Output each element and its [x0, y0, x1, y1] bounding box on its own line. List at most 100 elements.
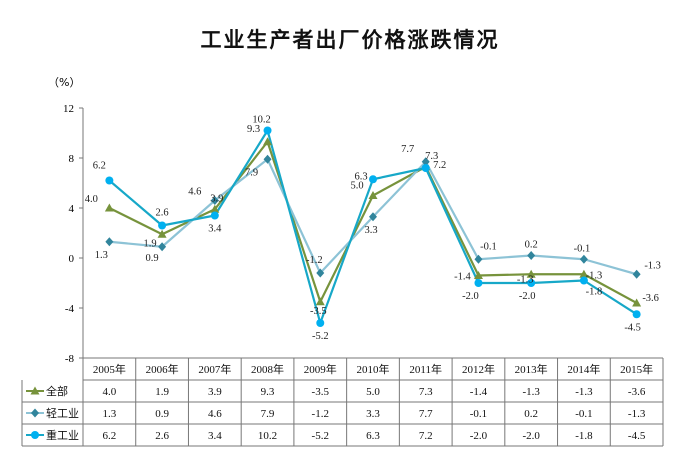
series-2-point [105, 237, 114, 247]
y-tick-label: -4 [65, 303, 75, 315]
legend-label: 轻工业 [46, 406, 79, 420]
y-tick-label: 4 [69, 203, 75, 215]
table-cell: -0.1 [470, 408, 487, 420]
series-2-data-label: -0.1 [574, 243, 591, 254]
y-axis-unit: （%） [48, 76, 80, 89]
series-2-data-label: -1.2 [306, 255, 323, 266]
series-1-data-label: 4.0 [85, 194, 98, 205]
series-2-data-label: 0.9 [146, 253, 159, 264]
legend-key-marker [31, 408, 39, 418]
data-labels: 4.0 1.9 3.9 9.3 -3.5 5.0 7.3 -1.4 -1.3 -1.3 -3.6 1.… [85, 115, 661, 343]
series-2-data-label: -1.3 [644, 260, 661, 271]
series-3-point [527, 279, 536, 287]
series-1-point [210, 204, 220, 213]
series-1-data-label: 3.9 [210, 193, 223, 204]
series-2-data-label: 0.2 [525, 240, 538, 251]
y-axis-ticks: 12 8 4 0 -4 -8 [63, 103, 83, 365]
table-cell: -2.0 [470, 430, 488, 442]
table-cell: -2.0 [522, 430, 540, 442]
series-2-point [263, 154, 272, 164]
x-category-label: 2006年 [146, 362, 179, 376]
table-cell: 0.9 [155, 408, 169, 420]
x-category-label: 2013年 [515, 362, 548, 376]
series-3-point [369, 175, 377, 184]
y-tick-label: 8 [69, 153, 75, 165]
series-1-data-label: 9.3 [247, 124, 260, 135]
y-tick-label: 0 [69, 253, 75, 265]
series-1-data-label: -1.3 [586, 270, 603, 281]
series-3-data-label: -2.0 [462, 291, 479, 302]
table-cell: 0.2 [524, 408, 538, 420]
legend-label: 全部 [46, 384, 68, 398]
table-cell: 7.3 [419, 386, 433, 398]
series-1-data-label: 1.9 [144, 238, 157, 249]
series-3-data-label: 10.2 [252, 115, 270, 126]
table-cell: 10.2 [258, 430, 277, 442]
x-category-label: 2014年 [567, 362, 600, 376]
table-cell: 3.4 [208, 430, 222, 442]
series-2-data-label: -0.1 [480, 241, 497, 252]
series-markers [104, 126, 642, 327]
series-3-point [421, 164, 430, 172]
table-cell: -1.3 [575, 386, 593, 398]
series-2-data-label: 4.6 [188, 187, 201, 198]
series-1-point [368, 191, 378, 199]
table-cell: -1.3 [628, 408, 646, 420]
series-2-point [369, 212, 377, 222]
table-cell: -3.5 [312, 386, 330, 398]
series-3-data-label: -1.8 [586, 287, 603, 298]
table-cell: -0.1 [575, 408, 592, 420]
series-1-data-label: -1.4 [454, 272, 471, 283]
series-3-point [579, 276, 588, 285]
series-2-data-label: 3.3 [364, 225, 377, 236]
series-3-data-label: 7.2 [433, 160, 446, 171]
x-category-label: 2015年 [620, 362, 653, 376]
table-cell: -1.3 [522, 386, 540, 398]
series-1-data-label: 7.3 [425, 151, 438, 162]
table-cell: 6.2 [102, 430, 116, 442]
x-category-label: 2009年 [304, 362, 337, 376]
table-cell: -4.5 [628, 430, 646, 442]
series-2-point [316, 268, 325, 278]
series-1-data-label: -1.3 [517, 274, 534, 285]
series-1-point [104, 203, 114, 212]
legend-key-marker [31, 431, 39, 439]
series-3-point [474, 279, 483, 287]
table-cell: 4.0 [102, 386, 116, 398]
series-2-point [474, 254, 483, 264]
x-category-label: 2007年 [198, 362, 231, 376]
x-category-label: 2008年 [251, 362, 284, 376]
series-3-data-label: -5.2 [312, 331, 329, 342]
table-cell: 7.9 [261, 408, 275, 420]
series-3-data-label: 2.6 [156, 208, 169, 219]
series-2-point [158, 242, 167, 252]
table-cell: 5.0 [366, 386, 380, 398]
table-cell: 1.9 [155, 386, 169, 398]
series-3-point [210, 211, 219, 220]
series-2-data-label: 7.7 [401, 144, 414, 155]
series-3-point [263, 126, 272, 135]
legend-label: 重工业 [46, 428, 79, 442]
series-3-data-label: 6.3 [354, 171, 367, 182]
series-2-point [527, 251, 536, 260]
x-category-label: 2005年 [93, 362, 126, 376]
y-tick-label: 12 [63, 103, 74, 115]
table-cell: 3.3 [366, 408, 380, 420]
table-cell: 6.3 [366, 430, 380, 442]
series-1-point [157, 229, 167, 238]
series-2-point [210, 196, 219, 205]
table-cell: -1.8 [575, 430, 593, 442]
series-3-point [632, 310, 641, 319]
series-2-point [632, 269, 641, 279]
x-category-label: 2012年 [462, 362, 495, 376]
series-1-point [263, 137, 273, 146]
y-tick-label: -8 [65, 353, 75, 365]
series-1-point [526, 269, 536, 278]
table-cell: 3.9 [208, 386, 222, 398]
series-3-point [158, 221, 167, 230]
table-cell: -1.2 [312, 408, 329, 420]
series-3-data-label: 3.4 [208, 224, 222, 235]
series-3-data-label: 6.2 [93, 161, 106, 172]
table-cell: -3.6 [628, 386, 646, 398]
